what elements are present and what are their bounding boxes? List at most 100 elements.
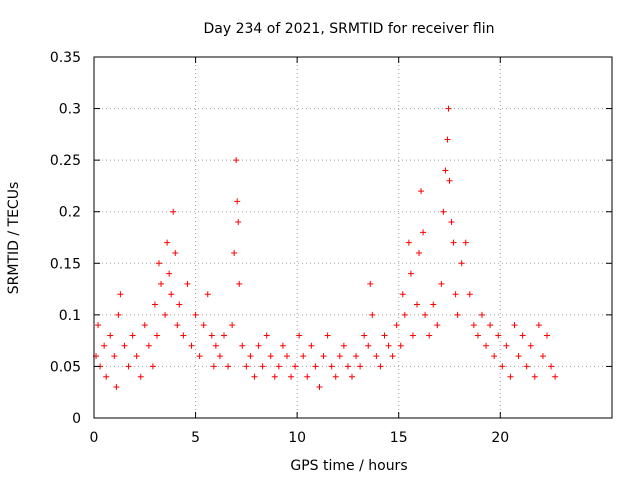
x-tick-label: 15 [390,430,408,446]
data-point [196,353,203,360]
data-point [478,311,485,318]
chart-title: Day 234 of 2021, SRMTID for receiver fli… [204,21,495,37]
data-point [141,322,148,329]
data-point [336,353,343,360]
data-point [519,332,526,339]
data-point [225,363,232,370]
data-point [168,291,175,298]
y-tick-label: 0.35 [50,50,81,66]
data-point [357,363,364,370]
data-point [511,322,518,329]
data-point [543,332,550,339]
data-point [176,301,183,308]
data-point [446,177,453,184]
plot-frame [93,56,613,419]
data-point [324,332,331,339]
data-point [107,332,114,339]
data-point [233,157,240,164]
data-point [288,373,295,380]
data-point [552,373,559,380]
data-point [125,363,132,370]
data-point [234,198,241,205]
data-point [385,342,392,349]
data-point [399,291,406,298]
data-point [474,332,481,339]
data-point [174,322,181,329]
data-point [137,373,144,380]
data-point [247,353,254,360]
data-point [430,301,437,308]
data-point [275,363,282,370]
data-point [216,353,223,360]
data-point [407,270,414,277]
data-point [300,353,307,360]
data-point [381,332,388,339]
data-point [212,342,219,349]
data-point [229,322,236,329]
data-point [279,342,286,349]
data-point [184,280,191,287]
data-point [401,311,408,318]
data-point [495,332,502,339]
data-point [145,342,152,349]
data-point [458,260,465,267]
y-tick-label: 0.1 [59,308,81,324]
data-point [450,239,457,246]
data-point [523,363,530,370]
data-point [515,353,522,360]
y-tick-label: 0.3 [59,102,81,118]
data-point [369,311,376,318]
data-point [304,373,311,380]
data-point [121,342,128,349]
data-point [117,291,124,298]
data-point [235,219,242,226]
data-point [420,229,427,236]
data-point [444,136,451,143]
data-point [101,342,108,349]
data-point [236,280,243,287]
data-point [344,363,351,370]
data-point [470,322,477,329]
data-point [445,105,452,112]
data-point [409,332,416,339]
data-point [483,342,490,349]
data-point [115,311,122,318]
data-point [462,239,469,246]
data-point [283,353,290,360]
data-point [452,291,459,298]
data-point [353,353,360,360]
data-point [208,332,215,339]
data-point [442,167,449,174]
data-point [316,384,323,391]
data-point [243,363,250,370]
x-axis-ticks: 0 5 10 15 20 [90,57,509,446]
data-point [192,311,199,318]
data-point [393,322,400,329]
data-point [259,363,266,370]
data-point [527,342,534,349]
y-tick-label: 0.2 [59,205,81,221]
data-point [308,342,315,349]
x-tick-label: 5 [191,430,200,446]
data-point [487,322,494,329]
y-tick-label: 0 [72,411,81,427]
data-point [320,353,327,360]
data-point [210,363,217,370]
data-point [151,301,158,308]
data-point [133,353,140,360]
data-point [367,280,374,287]
data-point [434,322,441,329]
data-point [438,280,445,287]
data-point [292,363,299,370]
x-tick-label: 20 [491,430,509,446]
grid-lines [94,57,612,418]
data-point [239,342,246,349]
data-point [405,239,412,246]
data-point [111,353,118,360]
data-point [153,332,160,339]
data-points [93,105,559,391]
data-point [113,384,120,391]
data-point [340,342,347,349]
data-point [548,363,555,370]
